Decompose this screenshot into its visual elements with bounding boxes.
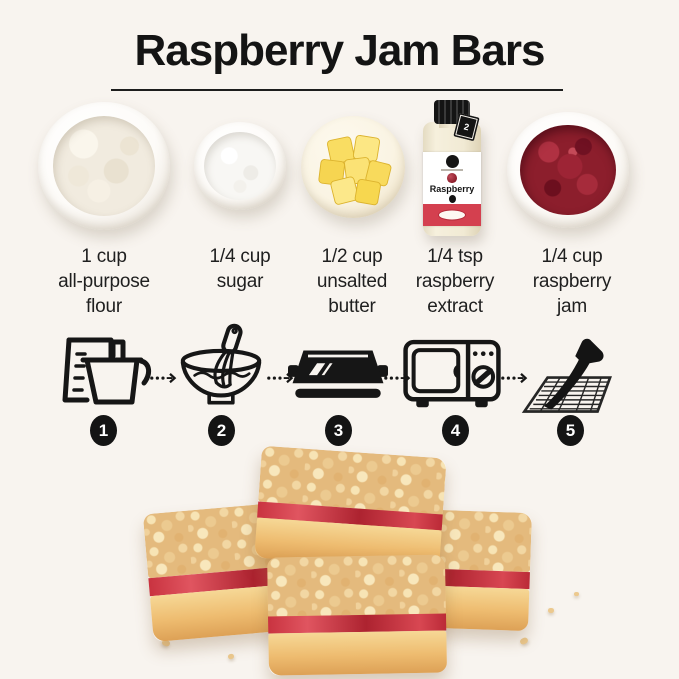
mixing-bowl-whisk-icon [171,318,271,422]
ingredient-label-sugar: 1/4 cup sugar [209,246,271,292]
dotted-arrow-icon [500,371,528,384]
dotted-arrow-icon [149,371,177,384]
flour-contents [52,116,156,216]
baking-pan-icon [288,338,388,414]
bar-crumble-layer [266,554,446,617]
dotted-arrow-icon [383,371,411,384]
jam-bowl-image [507,112,629,228]
brand-logo-icon [445,155,459,168]
bar-shortbread-layer [268,629,448,676]
label-mini-glyph-icon [448,195,456,203]
step-number-badge: 4 [442,415,469,446]
jam-bar [254,445,447,571]
flour-bowl-image [38,102,170,230]
butter-bowl-image [301,116,405,218]
step-number-badge: 2 [208,415,235,446]
title-underline [111,89,563,91]
crumb [227,653,235,660]
cooling-rack-knife-icon [519,326,619,422]
crumb [574,592,579,596]
label-oval-badge [438,209,466,221]
raspberry-illustration-icon [447,173,457,183]
extract-flavor-label: Raspberry [429,184,475,194]
measuring-cups-icon [53,330,153,422]
ingredient-label-flour: 1 cup all-purpose flour [58,246,150,317]
oven-icon [402,334,502,418]
extract-bottle-label: Raspberry [423,152,481,226]
step-number-badge: 5 [557,415,584,446]
crumb [519,636,529,646]
label-microtext [441,169,463,171]
page-title: Raspberry Jam Bars [134,26,545,75]
extract-bottle-body: Raspberry [423,122,481,236]
ingredient-label-jam: 1/4 cup raspberry jam [532,246,612,317]
step-number-badge: 3 [325,415,352,446]
crumb [548,608,554,613]
ingredient-label-extract: 1/4 tsp raspberry extract [415,246,495,317]
jam-bar [266,554,448,676]
label-red-band [423,204,481,226]
ingredient-label-butter: 1/2 cup unsalted butter [316,246,388,317]
tag-text: 2 [462,121,471,133]
jam-contents [520,124,616,216]
sugar-bowl-image [194,122,286,210]
dotted-arrow-icon [266,371,294,384]
extract-bottle-image: Raspberry 2 [423,100,481,238]
butter-cubes [318,135,392,206]
step-number-badge: 1 [90,415,117,446]
jam-bars-photo [0,440,679,679]
sugar-contents [204,131,276,201]
